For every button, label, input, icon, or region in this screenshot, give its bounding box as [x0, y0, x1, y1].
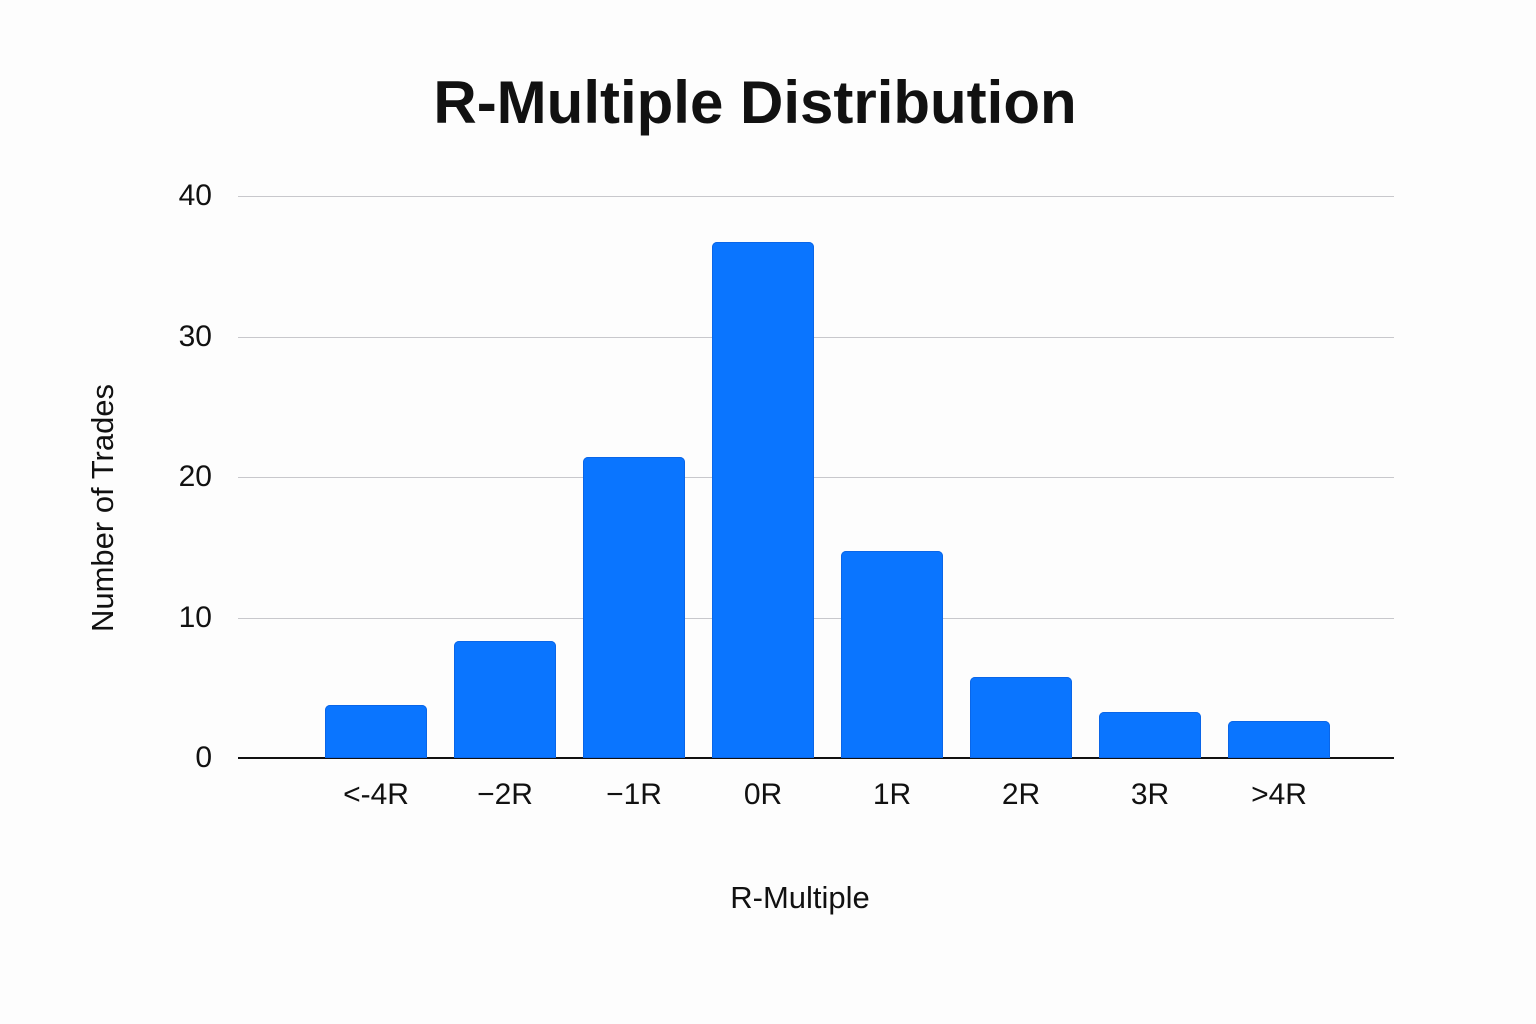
y-tick-label: 10: [178, 600, 212, 634]
gridline: [238, 617, 1394, 619]
x-tick-label: 2R: [1001, 778, 1041, 811]
gridline: [238, 196, 1394, 197]
plot-area: [238, 196, 1394, 759]
bar: [454, 641, 556, 758]
x-tick-label: 0R: [743, 778, 783, 811]
x-tick-label: 3R: [1130, 778, 1170, 811]
bar: [325, 704, 427, 758]
x-tick-label: >4R: [1251, 778, 1307, 811]
bar: [1228, 721, 1330, 758]
x-tick-label: −2R: [477, 778, 533, 811]
x-tick-label: <-4R: [343, 778, 409, 811]
bar: [712, 242, 814, 758]
y-axis-label: Number of Trades: [85, 383, 120, 633]
y-tick-label: 30: [178, 319, 212, 353]
gridline: [238, 336, 1394, 338]
y-tick-label: 20: [178, 460, 212, 493]
x-tick-label: −1R: [606, 778, 662, 811]
x-tick-label: 1R: [872, 778, 912, 811]
x-axis-line: [238, 757, 1394, 759]
y-tick-label: 40: [178, 179, 212, 212]
bar: [970, 676, 1072, 758]
chart-title: R-Multiple Distribution: [433, 69, 1077, 136]
x-axis-label: R-Multiple: [730, 880, 870, 915]
gridline: [238, 477, 1394, 478]
bar: [1099, 711, 1201, 758]
bar: [583, 457, 685, 758]
bar: [841, 551, 943, 758]
y-tick-label: 0: [195, 741, 212, 774]
